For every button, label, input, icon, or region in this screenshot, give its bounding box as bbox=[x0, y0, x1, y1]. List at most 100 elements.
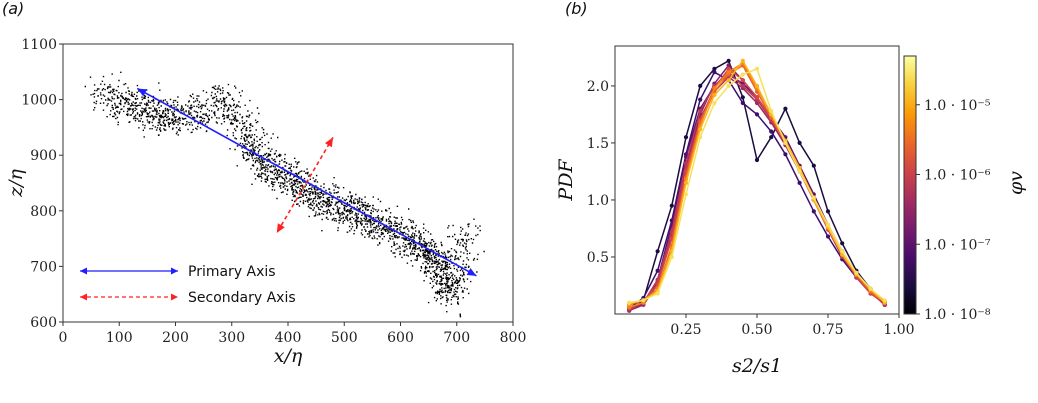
y-axis-label: z/η bbox=[5, 168, 27, 197]
data-point bbox=[712, 92, 717, 98]
axis-arrows bbox=[136, 87, 477, 277]
data-point bbox=[854, 270, 859, 275]
panel-a: (a) 0 100 200 300 400 500 600 700 800 600 700 800 9… bbox=[2, 0, 526, 367]
data-point bbox=[882, 298, 887, 303]
x-tick-label: 200 bbox=[162, 330, 189, 346]
data-point bbox=[840, 241, 845, 246]
data-point bbox=[683, 192, 689, 197]
data-point bbox=[698, 127, 703, 132]
colorbar-tick-label: 1.0 · 10⁻⁵ bbox=[924, 98, 991, 114]
x-tick-label: 0 bbox=[59, 330, 68, 346]
x-tick-label: 400 bbox=[275, 330, 302, 346]
x-tick-label: 600 bbox=[387, 330, 414, 346]
legend-label-primary: Primary Axis bbox=[188, 264, 276, 280]
pdf-series bbox=[627, 58, 887, 313]
particle-points bbox=[84, 71, 485, 318]
data-point bbox=[698, 135, 703, 140]
colorbar-tick-label: 1.0 · 10⁻⁶ bbox=[924, 168, 991, 184]
series-phi_v=1e-6 bbox=[627, 74, 887, 313]
data-point bbox=[726, 83, 731, 88]
data-point bbox=[726, 70, 731, 75]
colorbar: 1.0 · 10⁻⁸ 1.0 · 10⁻⁷ 1.0 · 10⁻⁶ 1.0 · 10⁻⁵… bbox=[903, 55, 1027, 323]
data-point bbox=[754, 83, 760, 88]
data-point bbox=[825, 234, 831, 239]
x-axis-label: x/η bbox=[274, 345, 303, 367]
secondary-axis-arrow bbox=[276, 137, 334, 234]
data-point bbox=[655, 249, 660, 254]
y-tick-label: 900 bbox=[30, 148, 57, 164]
y-axis-ticks: 0.5 1.0 1.5 2.0 bbox=[587, 79, 615, 266]
scatter-points bbox=[84, 71, 485, 318]
colorbar-gradient bbox=[903, 55, 917, 315]
y-tick-label: 0.5 bbox=[587, 250, 609, 266]
data-point bbox=[726, 63, 731, 68]
data-point bbox=[825, 222, 831, 228]
y-tick-label: 1100 bbox=[21, 37, 57, 53]
series-line bbox=[628, 71, 886, 309]
secondary-arrowhead bbox=[324, 137, 333, 148]
colorbar-tick-label: 1.0 · 10⁻⁸ bbox=[924, 307, 991, 323]
data-point bbox=[683, 161, 689, 166]
data-point bbox=[712, 100, 717, 106]
data-point bbox=[740, 83, 745, 88]
data-point bbox=[825, 209, 831, 214]
data-point bbox=[754, 95, 760, 100]
data-point bbox=[712, 86, 717, 91]
data-point bbox=[811, 209, 816, 214]
colorbar-tick-label: 1.0 · 10⁻⁷ bbox=[924, 237, 991, 253]
primary-arrowhead bbox=[137, 88, 148, 97]
data-point bbox=[740, 78, 745, 83]
y-tick-label: 1.0 bbox=[587, 193, 609, 209]
data-point bbox=[726, 66, 731, 71]
panel-b: (b) 0.25 0.50 0.75 1.00 0.51.01.52.0 s2/s1 … bbox=[555, 0, 1027, 377]
data-point bbox=[797, 169, 802, 174]
y-tick-label: 600 bbox=[30, 315, 57, 331]
data-point bbox=[726, 58, 731, 63]
data-point bbox=[783, 152, 788, 157]
data-point bbox=[641, 298, 646, 303]
series-line bbox=[628, 75, 886, 312]
x-tick-label: 300 bbox=[218, 330, 245, 346]
data-point bbox=[840, 249, 845, 254]
primary-arrowhead bbox=[466, 267, 477, 276]
x-tick-label: 0.75 bbox=[812, 322, 843, 338]
data-point bbox=[669, 254, 674, 260]
series-phi_v=7e-5 bbox=[627, 66, 887, 305]
data-point bbox=[698, 108, 703, 114]
data-point bbox=[627, 300, 632, 305]
series-phi_v=3e-8 bbox=[627, 70, 887, 311]
data-point bbox=[655, 268, 660, 273]
x-tick-label: 500 bbox=[331, 330, 358, 346]
x-tick-label: 0.25 bbox=[670, 322, 701, 338]
y-axis-ticks: 600 700 800 900 1000 1100 bbox=[21, 37, 63, 331]
data-point bbox=[712, 66, 717, 71]
legend-arrowhead-left-secondary bbox=[80, 293, 87, 301]
data-point bbox=[754, 157, 760, 163]
data-point bbox=[783, 106, 788, 111]
x-tick-label: 0.50 bbox=[741, 322, 772, 338]
data-point bbox=[797, 140, 802, 145]
legend-arrowhead-left-primary bbox=[80, 267, 87, 275]
data-point bbox=[769, 108, 774, 114]
data-point bbox=[740, 72, 745, 77]
series-line bbox=[628, 71, 886, 311]
data-point bbox=[783, 140, 788, 145]
data-point bbox=[754, 112, 760, 117]
data-point bbox=[683, 135, 689, 140]
series-phi_v=1e-7 bbox=[627, 72, 887, 312]
data-point bbox=[627, 305, 632, 310]
x-tick-label: 800 bbox=[500, 330, 527, 346]
data-point bbox=[740, 100, 745, 106]
x-axis-ticks: 0 100 200 300 400 500 600 700 800 bbox=[59, 322, 527, 346]
data-point bbox=[655, 291, 660, 296]
x-axis-label-b: s2/s1 bbox=[732, 355, 782, 377]
panel-b-label: (b) bbox=[565, 0, 588, 18]
data-point bbox=[683, 180, 689, 185]
data-point bbox=[740, 95, 745, 100]
data-point bbox=[797, 180, 802, 185]
series-line bbox=[628, 73, 886, 311]
data-point bbox=[726, 78, 731, 83]
data-point bbox=[811, 163, 816, 168]
colorbar-label: φv bbox=[1005, 171, 1027, 195]
data-point bbox=[698, 83, 703, 88]
